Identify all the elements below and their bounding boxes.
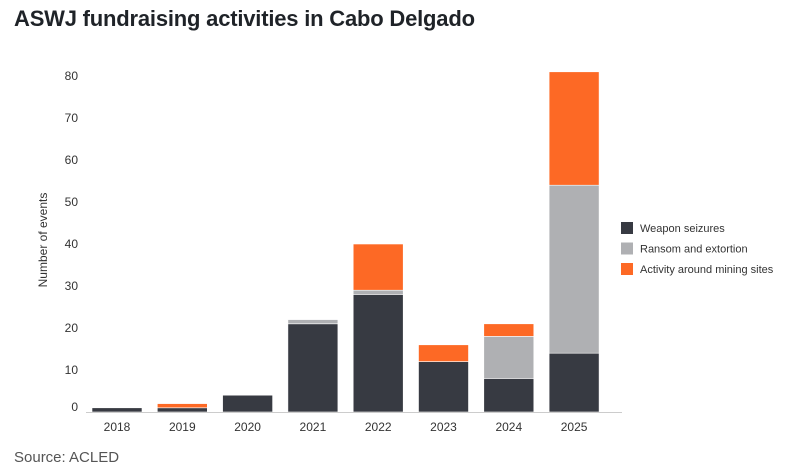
bar-segment-ransom-2024 — [483, 336, 535, 379]
bar-segment-weapon-2020 — [222, 394, 273, 413]
bar-segment-weapon-2021 — [287, 323, 339, 413]
y-tick-label: 30 — [65, 279, 79, 293]
y-tick-label: 20 — [65, 321, 79, 335]
x-tick-label: 2020 — [234, 420, 261, 434]
bar-segment-weapon-2023 — [418, 361, 469, 413]
y-tick-label: 50 — [65, 195, 79, 209]
bar-segment-mining-2024 — [483, 323, 535, 337]
legend-label: Ransom and extortion — [640, 244, 748, 256]
bar-segment-mining-2025 — [548, 71, 600, 186]
legend-label: Weapon seizures — [640, 223, 725, 235]
x-tick-label: 2024 — [495, 420, 522, 434]
x-tick-label: 2018 — [104, 420, 131, 434]
y-tick-label: 80 — [65, 69, 79, 83]
bar-segment-mining-2023 — [418, 344, 469, 362]
bar-segment-mining-2022 — [352, 243, 404, 291]
legend-swatch — [621, 222, 633, 234]
legend-swatch — [621, 242, 633, 255]
bar-segment-ransom-2025 — [548, 184, 600, 354]
bar-segment-ransom-2021 — [287, 319, 339, 325]
x-tick-label: 2022 — [365, 420, 392, 434]
legend-label: Activity around mining sites — [640, 264, 774, 276]
bar-segment-weapon-2025 — [548, 352, 600, 413]
legend-swatch — [621, 263, 633, 275]
y-tick-label: 10 — [65, 363, 79, 377]
source-note: Source: ACLED — [14, 449, 120, 466]
bar-segment-weapon-2024 — [483, 378, 535, 413]
bar-segment-weapon-2019 — [157, 407, 208, 413]
y-tick-label: 70 — [65, 111, 79, 125]
bar-segment-weapon-2018 — [91, 407, 143, 413]
x-tick-label: 2023 — [430, 420, 457, 434]
bar-segment-ransom-2022 — [352, 289, 404, 295]
y-tick-label: 40 — [65, 237, 79, 251]
y-axis-label: Number of events — [36, 193, 50, 288]
chart-title: ASWJ fundraising activities in Cabo Delg… — [14, 6, 475, 31]
bar-segment-weapon-2022 — [352, 294, 404, 413]
y-tick-label: 0 — [71, 400, 78, 414]
y-tick-label: 60 — [65, 153, 79, 167]
x-tick-label: 2019 — [169, 420, 196, 434]
bar-segment-mining-2019 — [157, 403, 208, 409]
x-tick-label: 2021 — [300, 420, 327, 434]
x-tick-label: 2025 — [561, 420, 588, 434]
